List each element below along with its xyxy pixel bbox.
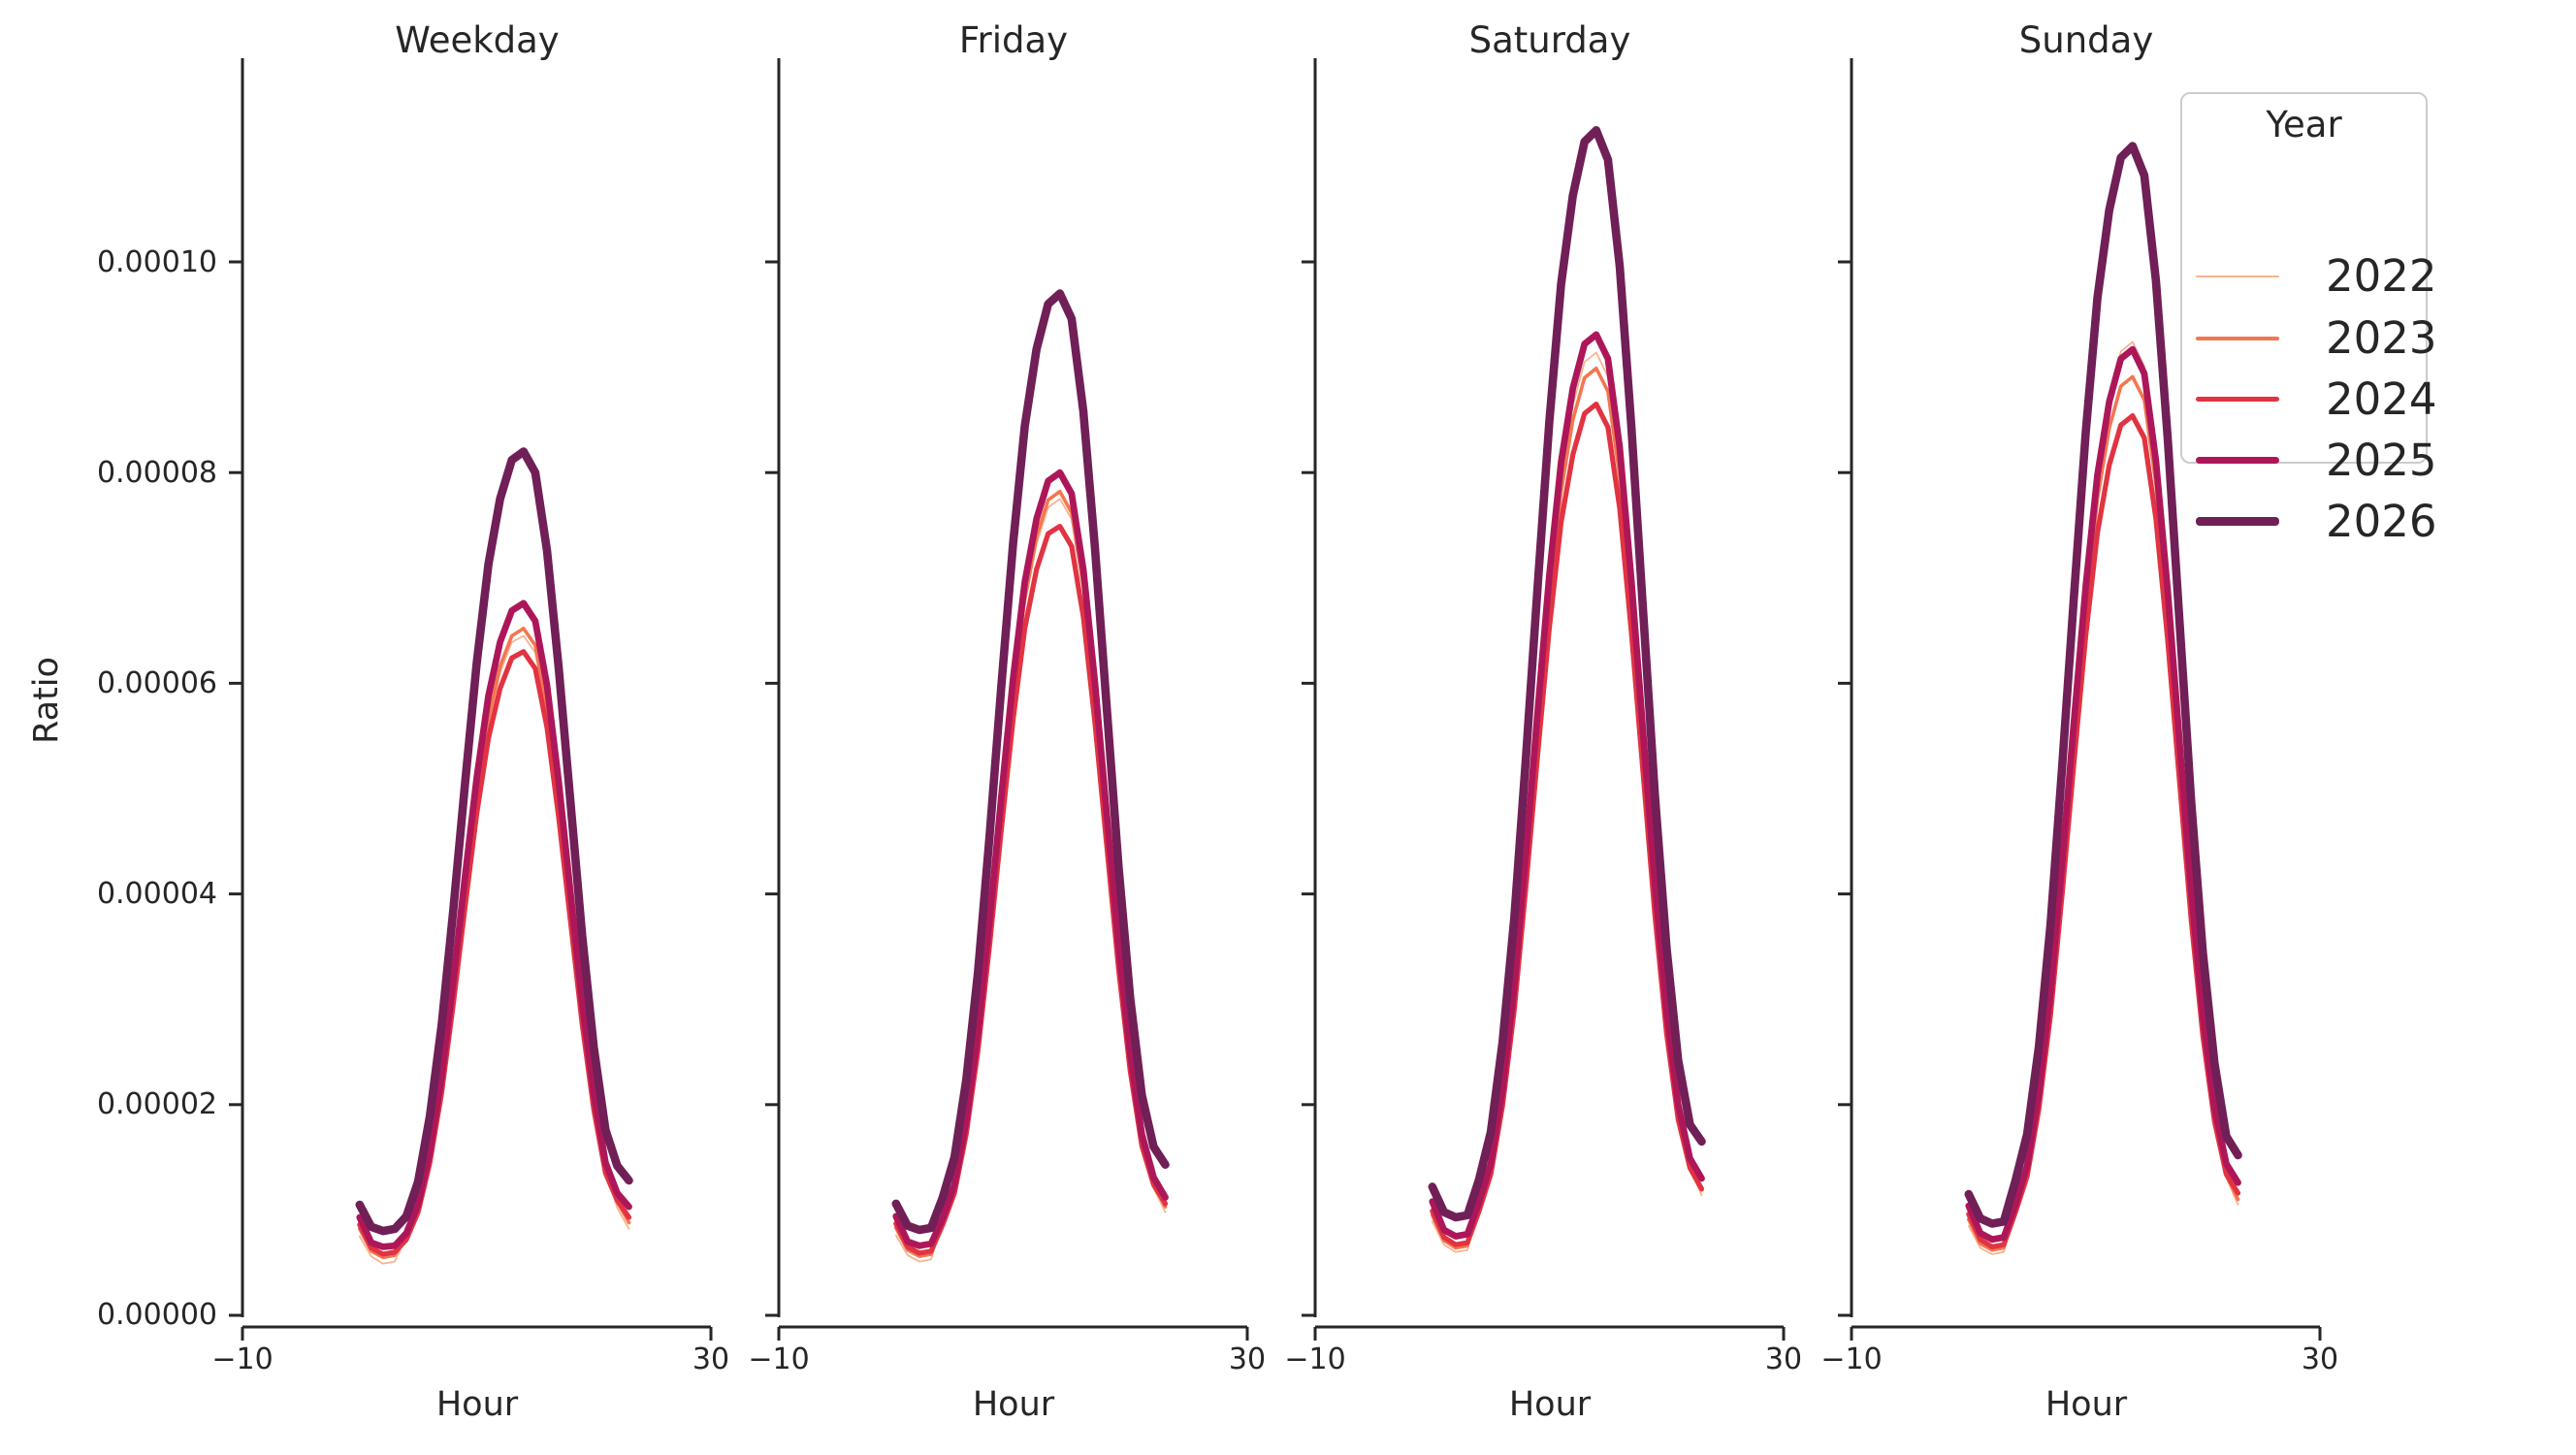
line-sunday-2025 [1965, 345, 2241, 1244]
x-axis-label: Hour [1508, 1385, 1592, 1424]
legend-entry-2026: 2026 [2182, 491, 2437, 552]
facet-title-friday: Friday [958, 19, 1069, 61]
x-tick-label: −10 [211, 1342, 274, 1376]
y-tick-label: 0.00006 [96, 666, 217, 700]
line-friday-2026 [891, 289, 1170, 1235]
line-saturday-2026 [1428, 126, 1706, 1222]
legend-title: Year [2266, 104, 2342, 146]
x-tick-label: 30 [2301, 1342, 2339, 1376]
line-weekday-2025 [356, 599, 632, 1250]
legend-label-2022: 2022 [2326, 249, 2437, 302]
legend-label-2024: 2024 [2326, 372, 2437, 425]
line-weekday-2026 [355, 447, 633, 1236]
legend-entry-2023: 2023 [2182, 307, 2437, 369]
legend-line-sample-2023 [2196, 336, 2279, 340]
legend-entry-2025: 2025 [2182, 430, 2437, 491]
line-weekday-2022 [358, 634, 630, 1265]
legend: Year 2022 2023 2024 2025 2026 [2180, 92, 2437, 544]
legend-label-2026: 2026 [2326, 495, 2437, 547]
y-tick-label: 0.00002 [96, 1087, 217, 1121]
facet-title-saturday: Saturday [1468, 19, 1631, 61]
line-weekday-2024 [357, 649, 632, 1257]
legend-entry-2022: 2022 [2182, 245, 2437, 307]
facet-title-sunday: Sunday [2018, 19, 2154, 61]
legend-entry-2024: 2024 [2182, 369, 2437, 430]
x-axis-label: Hour [972, 1385, 1055, 1424]
legend-label-2023: 2023 [2326, 311, 2437, 364]
legend-line-sample-2026 [2196, 517, 2279, 526]
y-tick-label: 0.00000 [96, 1298, 217, 1332]
x-axis-label: Hour [435, 1385, 519, 1424]
line-friday-2025 [892, 469, 1169, 1249]
line-sunday-2026 [1964, 142, 2242, 1228]
legend-label-2025: 2025 [2326, 434, 2437, 486]
legend-line-sample-2024 [2196, 397, 2279, 402]
facet-title-weekday: Weekday [395, 19, 560, 61]
x-tick-label: −10 [748, 1342, 810, 1376]
x-tick-label: 30 [1764, 1342, 1803, 1376]
x-axis-label: Hour [2045, 1385, 2128, 1424]
line-friday-2024 [893, 523, 1169, 1256]
y-tick-label: 0.00008 [96, 456, 217, 490]
x-tick-label: 30 [692, 1342, 730, 1376]
legend-line-sample-2022 [2196, 275, 2279, 277]
line-friday-2022 [894, 498, 1167, 1263]
y-tick-label: 0.00004 [96, 877, 217, 911]
line-saturday-2025 [1429, 331, 1705, 1240]
y-tick-label: 0.00010 [96, 245, 217, 279]
x-tick-label: −10 [1284, 1342, 1346, 1376]
x-tick-label: −10 [1820, 1342, 1883, 1376]
x-tick-label: 30 [1228, 1342, 1267, 1376]
legend-line-sample-2025 [2196, 457, 2279, 464]
